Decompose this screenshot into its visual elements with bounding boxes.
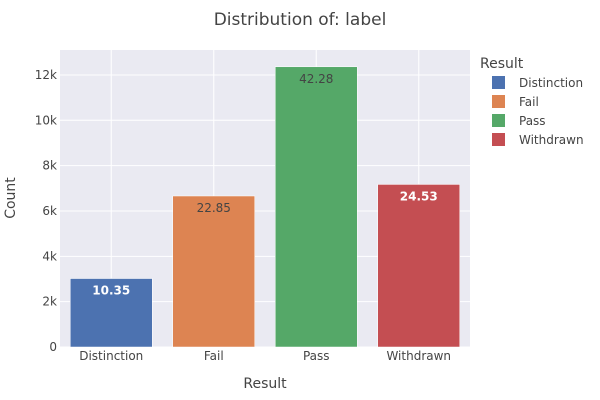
- legend-label: Withdrawn: [519, 133, 584, 147]
- bar-withdrawn[interactable]: [377, 184, 460, 348]
- legend-label: Pass: [519, 114, 546, 128]
- chart-title: Distribution of: label: [214, 10, 387, 30]
- y-tick-label: 6k: [42, 204, 57, 218]
- x-tick-label: Withdrawn: [386, 349, 451, 363]
- y-tick-label: 10k: [35, 113, 57, 127]
- legend-item-pass[interactable]: Pass: [492, 114, 546, 128]
- legend-item-withdrawn[interactable]: Withdrawn: [492, 133, 584, 147]
- legend-label: Fail: [519, 95, 539, 109]
- bar-data-labels: 10.35 22.85 42.28 24.53: [92, 72, 437, 298]
- x-tick-label: Fail: [204, 349, 224, 363]
- y-tick-label: 2k: [42, 295, 57, 309]
- bar-data-label: 24.53: [400, 189, 438, 203]
- legend-item-fail[interactable]: Fail: [492, 95, 539, 109]
- legend-swatch: [492, 95, 505, 108]
- x-axis-title: Result: [243, 376, 287, 392]
- legend-swatch: [492, 133, 505, 146]
- bar-distinction[interactable]: [70, 278, 153, 348]
- x-tick-label: Pass: [303, 349, 330, 363]
- legend-swatch: [492, 114, 505, 127]
- legend-item-distinction[interactable]: Distinction: [492, 76, 583, 90]
- y-tick-label: 8k: [42, 159, 57, 173]
- bar-fail[interactable]: [172, 195, 255, 348]
- legend[interactable]: Distinction Fail Pass Withdrawn: [492, 76, 584, 147]
- x-axis-ticks: Distinction Fail Pass Withdrawn: [79, 349, 451, 363]
- y-axis-ticks: 0 2k 4k 6k 8k 10k 12k: [35, 68, 57, 354]
- y-tick-label: 4k: [42, 249, 57, 263]
- legend-swatch: [492, 76, 505, 89]
- legend-label: Distinction: [519, 76, 583, 90]
- bar-data-label: 22.85: [197, 201, 231, 215]
- y-tick-label: 12k: [35, 68, 57, 82]
- bar-data-label: 42.28: [299, 72, 333, 86]
- x-tick-label: Distinction: [79, 349, 143, 363]
- bar-pass[interactable]: [275, 66, 358, 348]
- y-axis-title: Count: [3, 177, 19, 219]
- legend-title: Result: [480, 56, 524, 72]
- bar-data-label: 10.35: [92, 284, 130, 298]
- bars: [70, 66, 460, 348]
- y-tick-label: 0: [49, 340, 57, 354]
